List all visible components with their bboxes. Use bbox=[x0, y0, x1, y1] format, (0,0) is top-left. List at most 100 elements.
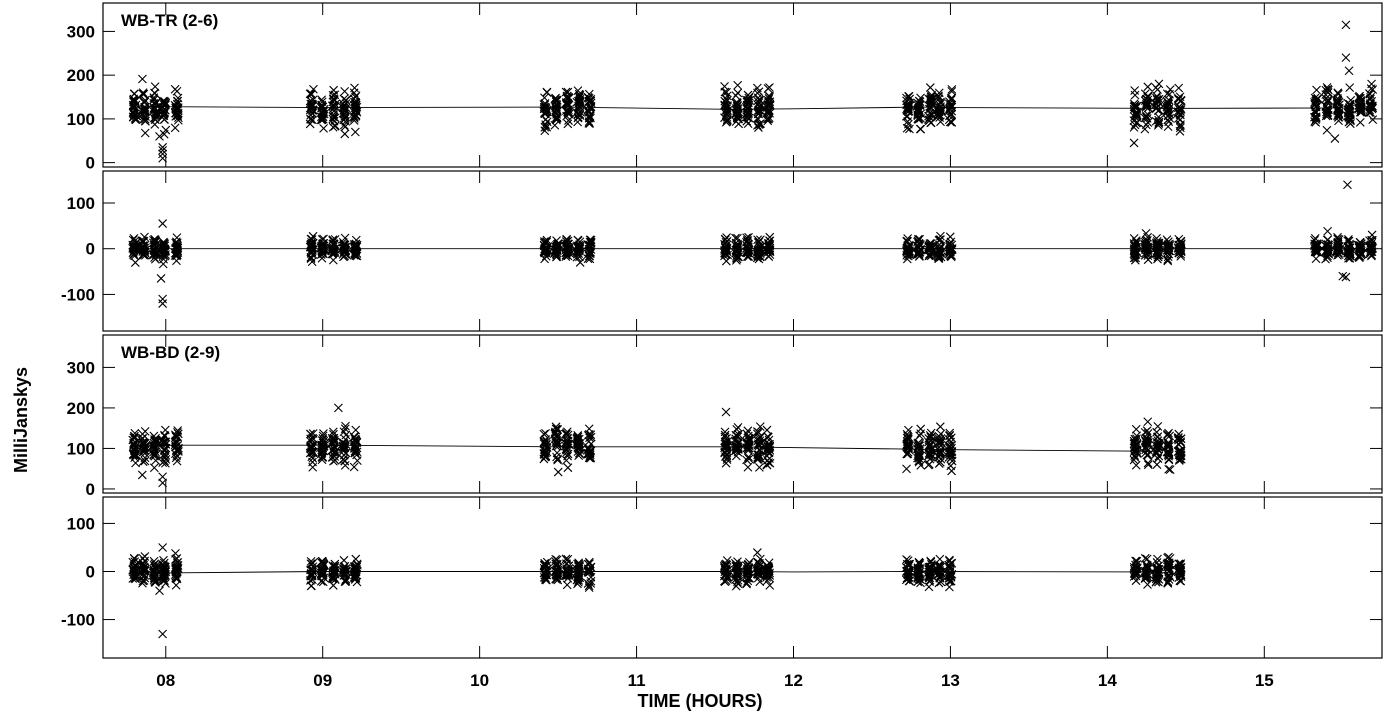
data-point bbox=[1140, 574, 1150, 583]
data-point bbox=[722, 107, 732, 117]
data-point bbox=[722, 87, 731, 97]
data-point bbox=[947, 440, 957, 450]
data-point bbox=[1333, 89, 1343, 99]
data-point bbox=[140, 456, 150, 466]
data-point bbox=[732, 561, 742, 571]
data-point bbox=[762, 447, 772, 456]
data-point bbox=[161, 439, 171, 449]
panel-frame bbox=[102, 2, 1383, 168]
data-point bbox=[753, 250, 762, 260]
data-point bbox=[551, 422, 561, 432]
data-point bbox=[319, 123, 328, 133]
data-point-outlier bbox=[1343, 180, 1352, 190]
data-point bbox=[563, 107, 572, 117]
data-point bbox=[351, 100, 361, 110]
data-point bbox=[753, 106, 763, 116]
data-point bbox=[1310, 108, 1320, 117]
data-point bbox=[765, 245, 775, 255]
data-point bbox=[140, 243, 150, 253]
data-points bbox=[128, 543, 1186, 639]
data-point bbox=[564, 248, 574, 258]
data-point bbox=[541, 103, 551, 112]
data-point bbox=[340, 456, 350, 466]
data-point bbox=[721, 458, 731, 468]
data-point bbox=[340, 561, 350, 571]
data-point bbox=[1130, 240, 1140, 250]
data-point bbox=[753, 454, 762, 464]
data-point bbox=[307, 581, 316, 591]
data-point bbox=[914, 456, 924, 466]
data-point bbox=[763, 444, 772, 454]
data-point bbox=[1356, 241, 1366, 251]
data-point bbox=[903, 119, 913, 129]
data-point-outlier bbox=[158, 153, 168, 163]
data-point bbox=[306, 89, 316, 99]
data-point bbox=[130, 449, 140, 459]
data-point bbox=[1162, 447, 1172, 457]
data-point bbox=[723, 565, 733, 575]
data-point-outlier bbox=[334, 403, 343, 413]
data-point bbox=[743, 105, 753, 115]
data-point bbox=[351, 436, 361, 446]
data-point bbox=[552, 571, 562, 581]
data-point bbox=[171, 431, 181, 441]
data-point bbox=[574, 559, 584, 569]
data-point bbox=[583, 249, 593, 259]
data-point bbox=[172, 431, 182, 441]
data-point bbox=[329, 444, 339, 454]
data-point bbox=[902, 429, 912, 439]
data-point bbox=[575, 102, 584, 111]
data-point bbox=[306, 252, 316, 262]
data-point bbox=[341, 577, 351, 586]
data-point bbox=[330, 575, 340, 585]
data-point bbox=[721, 256, 731, 266]
data-point bbox=[138, 241, 148, 250]
data-point bbox=[720, 427, 730, 437]
data-point bbox=[158, 572, 168, 582]
data-point bbox=[732, 424, 742, 434]
data-point bbox=[743, 560, 753, 570]
data-point bbox=[149, 565, 158, 574]
x-tick-label: 09 bbox=[313, 671, 332, 690]
data-point bbox=[552, 568, 562, 578]
data-point bbox=[563, 251, 573, 261]
data-point-outlier bbox=[158, 458, 168, 468]
data-point bbox=[552, 95, 562, 105]
data-point bbox=[1153, 569, 1163, 578]
data-point bbox=[1151, 574, 1161, 584]
data-point bbox=[733, 110, 743, 120]
data-point bbox=[561, 87, 571, 97]
data-point bbox=[586, 453, 596, 462]
data-point bbox=[745, 573, 755, 583]
y-tick-label: 0 bbox=[86, 480, 95, 499]
data-point bbox=[946, 437, 956, 447]
data-point bbox=[541, 448, 550, 458]
data-point bbox=[733, 572, 743, 582]
data-point bbox=[1175, 123, 1185, 133]
data-point bbox=[904, 91, 913, 101]
data-point bbox=[318, 431, 328, 441]
data-point bbox=[1334, 109, 1344, 119]
data-point bbox=[139, 447, 148, 457]
data-point bbox=[924, 433, 934, 443]
data-point bbox=[1143, 429, 1153, 438]
data-point bbox=[553, 455, 562, 465]
data-point bbox=[723, 95, 732, 105]
data-point bbox=[338, 108, 348, 118]
data-point-outlier bbox=[1341, 20, 1351, 30]
data-point bbox=[731, 441, 741, 451]
data-point bbox=[944, 435, 954, 444]
data-point bbox=[754, 87, 764, 97]
panel-frame bbox=[102, 496, 1383, 659]
data-point bbox=[160, 449, 169, 459]
data-point bbox=[309, 84, 318, 94]
data-point bbox=[351, 239, 361, 249]
data-point bbox=[328, 97, 338, 107]
data-point bbox=[1162, 430, 1172, 440]
data-point bbox=[1175, 105, 1184, 115]
data-point bbox=[140, 438, 150, 448]
data-point bbox=[575, 242, 584, 252]
data-point bbox=[149, 235, 158, 245]
data-point bbox=[1323, 95, 1332, 105]
data-point bbox=[1143, 445, 1153, 455]
